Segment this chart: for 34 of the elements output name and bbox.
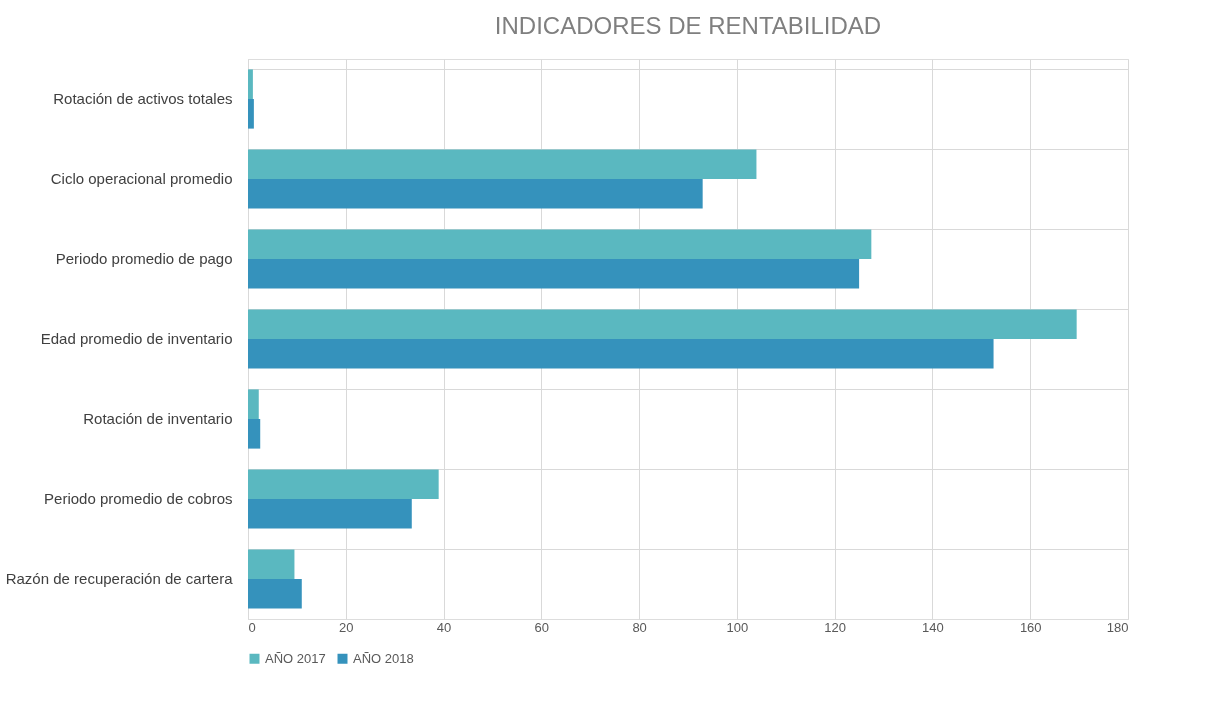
- bar: [248, 419, 261, 449]
- x-tick-label: 140: [922, 619, 944, 635]
- y-tick-label: Periodo promedio de pago: [55, 250, 233, 267]
- y-tick-label: Rotación de inventario: [83, 410, 233, 427]
- x-tick-label: 60: [534, 619, 550, 635]
- x-tick-label: 100: [726, 619, 749, 635]
- y-tick-label: Edad promedio de inventario: [40, 330, 233, 347]
- chart-title: INDICADORES DE RENTABILIDAD: [494, 12, 882, 39]
- bar: [248, 469, 439, 499]
- bar: [248, 179, 703, 209]
- bar: [248, 149, 757, 179]
- x-tick-label: 120: [824, 619, 847, 635]
- bar: [248, 229, 872, 259]
- x-tick-label: 40: [436, 619, 452, 635]
- bar: [248, 69, 253, 99]
- bar: [248, 259, 860, 289]
- y-tick-label: Razón de recuperación de cartera: [5, 570, 234, 587]
- y-tick-label: Periodo promedio de cobros: [44, 490, 233, 507]
- y-tick-label: Ciclo operacional promedio: [50, 170, 233, 187]
- y-tick-label: Rotación de activos totales: [53, 90, 233, 107]
- x-tick-label: 20: [339, 619, 354, 635]
- legend-label: AÑO 2018: [353, 650, 414, 666]
- bar: [248, 389, 259, 419]
- bar: [248, 549, 295, 579]
- x-tick-label: 160: [1019, 619, 1042, 635]
- legend-label: AÑO 2017: [265, 650, 326, 666]
- bar: [248, 339, 994, 369]
- x-tick-label: 180: [1106, 619, 1129, 635]
- x-tick-label: 80: [632, 619, 647, 635]
- bar: [248, 499, 412, 529]
- bar: [248, 309, 1077, 339]
- x-tick-label: 0: [248, 619, 256, 635]
- bar: [248, 579, 302, 609]
- bar: [248, 99, 254, 129]
